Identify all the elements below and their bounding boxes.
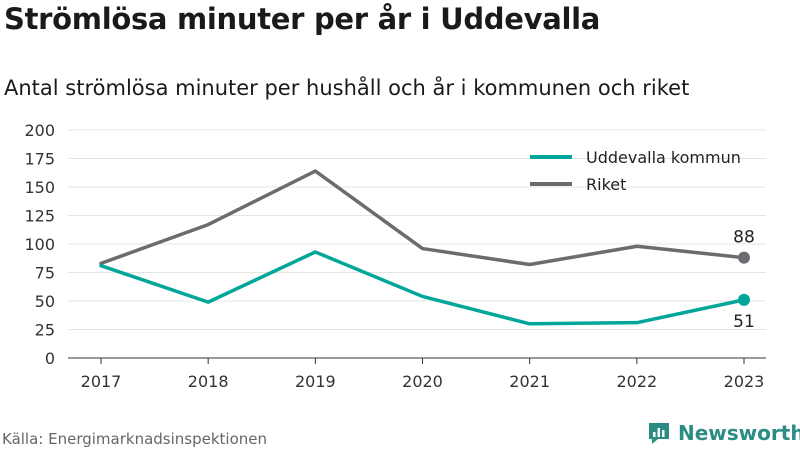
y-tick-label: 150 [24, 178, 55, 197]
y-tick-label: 50 [35, 292, 55, 311]
brand-name: Newsworthy [678, 421, 800, 445]
x-tick-label: 2021 [509, 372, 550, 391]
series-end-point [738, 293, 750, 306]
y-tick-label: 0 [45, 349, 55, 368]
data-label-uddevalla: 51 [733, 312, 755, 332]
source-note: Källa: Energimarknadsinspektionen [2, 430, 268, 448]
y-tick-label: 200 [24, 121, 55, 140]
y-tick-label: 25 [35, 321, 55, 340]
y-tick-label: 75 [35, 264, 55, 283]
y-tick-label: 175 [24, 150, 55, 169]
x-tick-label: 2019 [295, 372, 336, 391]
x-tick-label: 2022 [616, 372, 657, 391]
x-tick-label: 2023 [724, 372, 765, 391]
legend-label: Uddevalla kommun [586, 148, 741, 167]
x-tick-label: 2020 [402, 372, 443, 391]
data-label-riket: 88 [733, 228, 755, 248]
y-tick-label: 100 [24, 235, 55, 254]
legend-label: Riket [586, 175, 626, 194]
y-tick-label: 125 [24, 207, 55, 226]
x-tick-label: 2017 [81, 372, 122, 391]
series-line-riket [99, 169, 746, 267]
series-line-uddevalla [99, 250, 746, 326]
chart-title: Strömlösa minuter per år i Uddevalla [4, 2, 601, 36]
series-end-point [738, 251, 750, 264]
line-chart: 0 25 50 75 100 125 150 175 200 2017 2018 2019 2020 20… [24, 121, 766, 391]
newsworthy-logo-icon [649, 423, 669, 444]
brand-logo[interactable]: Newsworthy [646, 420, 800, 446]
chart-subtitle: Antal strömlösa minuter per hushåll och … [4, 76, 690, 100]
x-tick-label: 2018 [188, 372, 229, 391]
